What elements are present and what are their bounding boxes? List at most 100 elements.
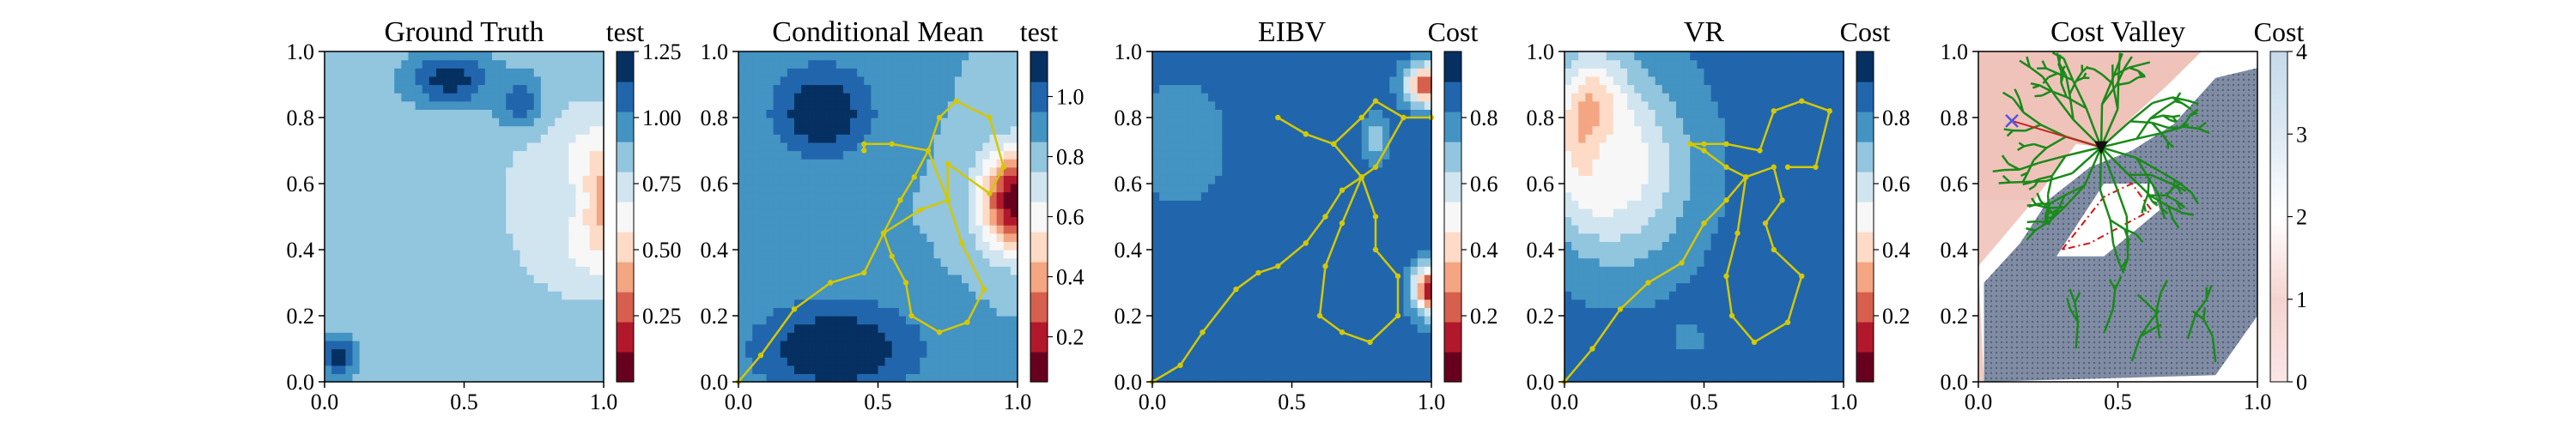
- field-cell: [464, 266, 472, 275]
- field-cell: [864, 282, 872, 292]
- field-cell: [457, 166, 465, 176]
- field-cell: [1368, 109, 1376, 118]
- field-cell: [1242, 373, 1251, 383]
- field-cell: [1264, 68, 1272, 77]
- field-cell: [878, 76, 886, 86]
- field-cell: [801, 100, 809, 110]
- field-cell: [1166, 266, 1174, 275]
- field-cell: [555, 175, 562, 184]
- field-cell: [1242, 257, 1251, 267]
- field-cell: [428, 118, 437, 127]
- field-cell: [464, 109, 472, 118]
- colorbar-segment: [617, 172, 634, 202]
- field-cell: [1327, 340, 1334, 350]
- field-cell: [920, 233, 927, 242]
- field-cell: [499, 225, 507, 234]
- field-cell: [1003, 51, 1012, 61]
- field-cell: [526, 299, 535, 308]
- field-cell: [540, 266, 549, 275]
- field-cell: [850, 109, 858, 118]
- field-cell: [989, 200, 998, 209]
- field-cell: [1312, 216, 1321, 226]
- field-cell: [331, 134, 339, 143]
- field-cell: [808, 109, 816, 118]
- field-cell: [745, 84, 753, 94]
- field-cell: [450, 348, 458, 358]
- field-cell: [464, 100, 472, 110]
- field-cell: [842, 125, 851, 135]
- field-cell: [920, 184, 927, 193]
- field-cell: [484, 299, 493, 308]
- field-cell: [526, 159, 535, 168]
- field-cell: [548, 134, 556, 143]
- field-cell: [1215, 257, 1223, 267]
- field-cell: [975, 125, 983, 135]
- field-cell: [927, 100, 935, 110]
- field-cell: [933, 291, 942, 300]
- field-cell: [1347, 274, 1356, 284]
- field-cell: [1361, 357, 1370, 366]
- field-cell: [506, 365, 513, 374]
- field-cell: [589, 175, 598, 184]
- field-cell: [331, 323, 339, 333]
- field-cell: [443, 348, 451, 358]
- field-cell: [1010, 125, 1018, 135]
- field-cell: [555, 150, 562, 160]
- field-cell: [1159, 100, 1167, 110]
- field-cell: [1340, 291, 1349, 300]
- field-cell: [1347, 316, 1356, 325]
- field-cell: [1249, 291, 1258, 300]
- field-cell: [1200, 59, 1209, 69]
- field-cell: [975, 266, 983, 275]
- field-cell: [920, 68, 927, 77]
- field-cell: [954, 93, 963, 102]
- field-cell: [982, 332, 991, 341]
- field-cell: [815, 125, 823, 135]
- field-cell: [1229, 84, 1237, 94]
- field-cell: [920, 159, 927, 168]
- field-cell: [773, 274, 781, 284]
- field-cell: [1382, 365, 1390, 374]
- field-cell: [1354, 266, 1363, 275]
- field-cell: [1334, 225, 1341, 234]
- field-cell: [589, 68, 598, 77]
- field-cell: [540, 307, 549, 317]
- field-cell: [815, 216, 823, 226]
- field-cell: [352, 150, 361, 160]
- field-cell: [325, 225, 332, 234]
- field-cell: [1236, 76, 1244, 86]
- field-cell: [540, 118, 549, 127]
- field-cell: [954, 76, 963, 86]
- field-cell: [387, 225, 395, 234]
- field-cell: [596, 159, 605, 168]
- field-cell: [1215, 84, 1223, 94]
- field-cell: [526, 109, 535, 118]
- field-cell: [408, 348, 416, 358]
- field-cell: [562, 100, 569, 110]
- field-cell: [519, 159, 528, 168]
- field-cell: [857, 191, 865, 201]
- field-cell: [450, 100, 458, 110]
- field-cell: [540, 274, 549, 284]
- field-cell: [884, 166, 893, 176]
- field-cell: [1159, 225, 1167, 234]
- field-cell: [568, 150, 577, 160]
- field-cell: [1417, 282, 1425, 292]
- field-cell: [780, 266, 788, 275]
- field-cell: [1222, 166, 1230, 176]
- field-cell: [794, 299, 802, 308]
- field-cell: [808, 68, 816, 77]
- field-cell: [954, 340, 963, 350]
- field-cell: [1347, 208, 1356, 218]
- field-cell: [596, 68, 605, 77]
- field-cell: [471, 373, 479, 383]
- field-cell: [850, 340, 858, 350]
- field-cell: [443, 84, 451, 94]
- field-cell: [940, 208, 949, 218]
- field-cell: [1236, 51, 1244, 61]
- field-cell: [801, 93, 809, 102]
- field-cell: [366, 241, 374, 251]
- field-cell: [996, 357, 1005, 366]
- field-cell: [380, 51, 388, 61]
- field-cell: [484, 68, 493, 77]
